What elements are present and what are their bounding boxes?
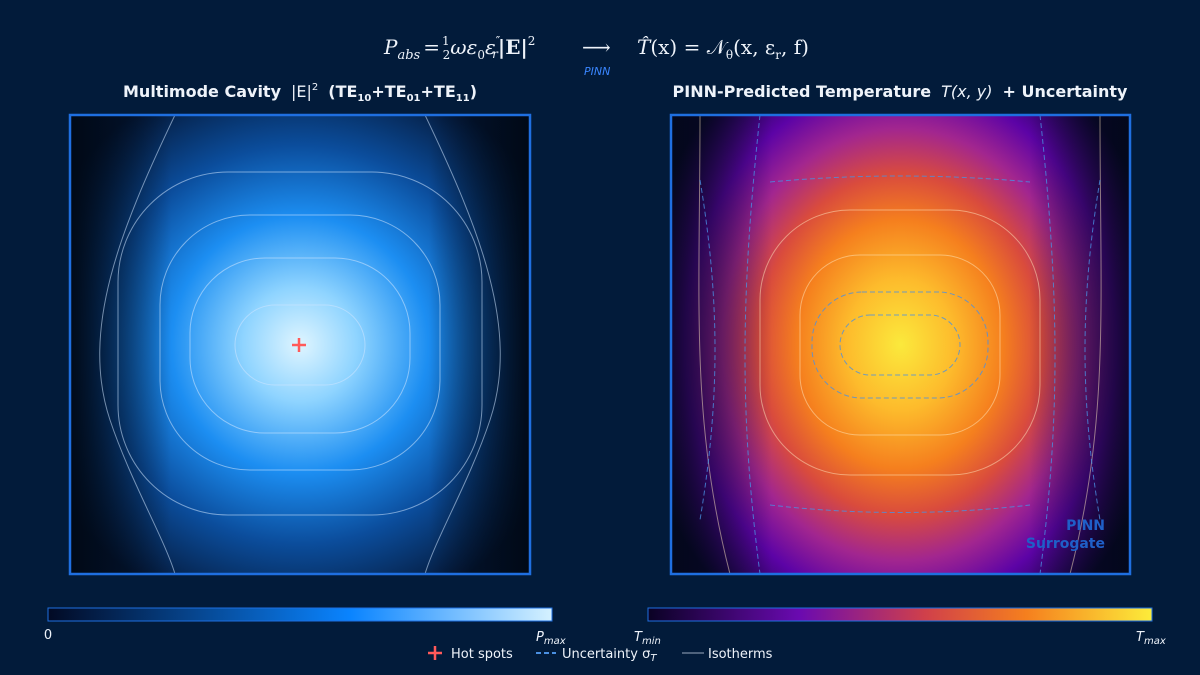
- colorbar-label: Pmax: [536, 630, 566, 647]
- text-part: +TE: [371, 82, 406, 101]
- watermark: PINN: [1066, 518, 1105, 534]
- colorbar: [47, 607, 553, 622]
- temperature-map: PINN Surrogate: [669, 113, 1132, 576]
- text-part: T: [634, 630, 643, 645]
- text-part: P: [536, 630, 544, 645]
- legend-label: Uncertainty σT: [562, 647, 657, 664]
- colorbar-label: Tmin: [634, 630, 661, 647]
- formula-left: Pabs = 1 2ωε0ε″ r|E|2: [383, 34, 535, 63]
- legend-label: Isotherms: [708, 647, 773, 662]
- text-part: ): [470, 82, 477, 101]
- text-part: max: [544, 636, 566, 647]
- text-part: 1: [442, 34, 450, 48]
- text-part: r: [775, 48, 781, 62]
- text-part: 01: [407, 93, 421, 104]
- text-part: abs: [397, 48, 420, 63]
- text-part: 2: [443, 48, 451, 62]
- colorbar-label: Tmax: [1136, 630, 1166, 647]
- text-part: 10: [357, 93, 371, 104]
- watermark: Surrogate: [1026, 536, 1105, 552]
- text-part: (TE: [328, 82, 357, 101]
- text-part: max: [1144, 636, 1166, 647]
- text-part: (x, ε: [733, 35, 775, 59]
- text-part: T: [650, 653, 657, 664]
- text-part: 0: [477, 48, 485, 62]
- text-part: Uncertainty σ: [562, 647, 650, 662]
- text-part: P: [383, 35, 398, 59]
- formula-arrow: ⟶: [582, 35, 611, 59]
- field-map: [68, 113, 532, 576]
- text-part: (x) =: [650, 35, 706, 59]
- text-part: T: [1136, 630, 1145, 645]
- text-part: θ: [726, 48, 733, 62]
- text-part: 2: [528, 34, 536, 48]
- left-title: Multimode Cavity |E|2 (TE10+TE01+TE11): [123, 82, 477, 104]
- formula-right: T̂(x) = 𝒩θ(x, εr, f): [637, 35, 809, 62]
- text-part: , f): [781, 35, 809, 59]
- text-part: 2: [312, 82, 318, 93]
- right-title: PINN-Predicted Temperature T(x, y) + Uncer…: [673, 82, 1129, 101]
- text-part: T̂: [637, 35, 652, 59]
- text-part: min: [642, 636, 661, 647]
- legend: Hot spots Uncertainty σT Isotherms: [428, 646, 773, 664]
- text-part: Multimode Cavity: [123, 82, 282, 101]
- text-part: T(x, y): [941, 82, 992, 101]
- text-part: 𝒩: [707, 35, 729, 59]
- text-part: |E|: [291, 82, 312, 101]
- colorbar-label: 0: [44, 628, 52, 643]
- text-part: =: [423, 35, 440, 59]
- text-part: ″: [496, 34, 501, 48]
- text-part: ωε: [450, 35, 477, 59]
- text-part: |E|: [498, 35, 528, 59]
- text-part: + Uncertainty: [1003, 82, 1129, 101]
- legend-label: Hot spots: [451, 647, 513, 662]
- arrow-label: PINN: [584, 65, 610, 78]
- text-part: PINN-Predicted Temperature: [673, 82, 932, 101]
- text-part: ε: [485, 35, 496, 59]
- text-part: r: [492, 47, 499, 61]
- colorbar: [647, 607, 1153, 622]
- text-part: +TE: [421, 82, 456, 101]
- text-part: 11: [456, 93, 470, 104]
